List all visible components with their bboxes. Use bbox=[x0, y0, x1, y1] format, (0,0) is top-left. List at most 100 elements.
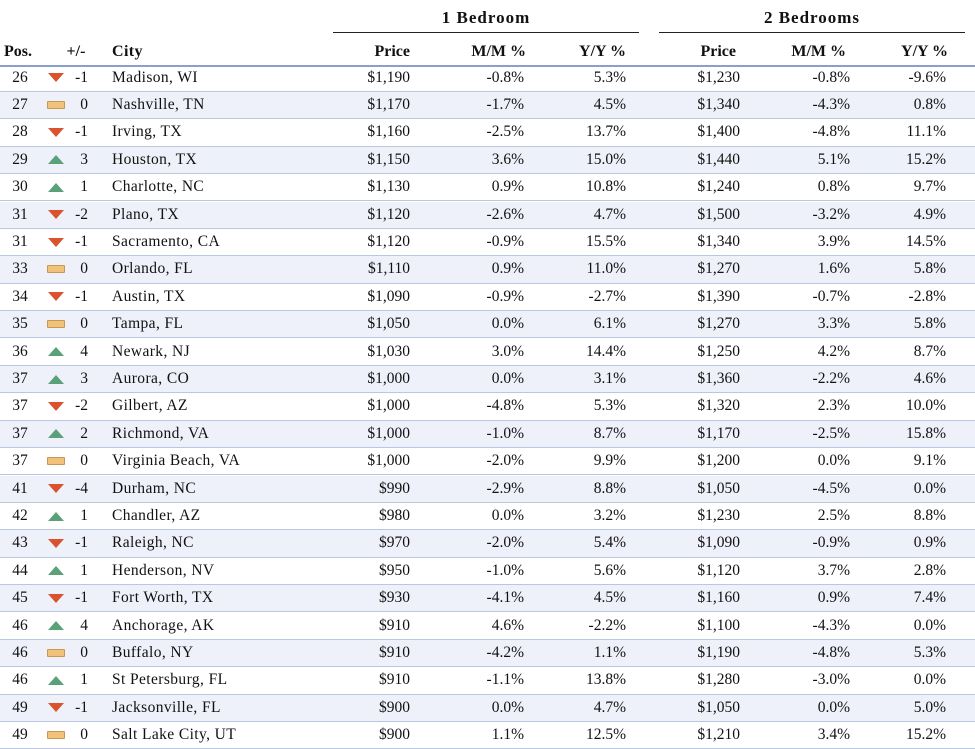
header-change: +/- bbox=[66, 42, 86, 60]
row-price-1br: $1,130 bbox=[367, 178, 410, 196]
row-city: Newark, NJ bbox=[112, 342, 191, 360]
row-mm-1br: -0.9% bbox=[486, 287, 524, 305]
table-row: 37 2 Richmond, VA $1,000 -1.0% 8.7% $1,170 -2.5… bbox=[0, 420, 975, 449]
row-mm-2br: -4.3% bbox=[812, 96, 850, 114]
row-pos: 37 bbox=[12, 370, 28, 388]
trend-down-icon bbox=[48, 237, 64, 247]
row-price-1br: $1,190 bbox=[367, 68, 410, 86]
row-mm-1br: 3.0% bbox=[491, 342, 524, 360]
row-mm-2br: -0.7% bbox=[812, 287, 850, 305]
row-yy-2br: 15.8% bbox=[905, 424, 946, 442]
trend-flat-icon bbox=[44, 256, 68, 282]
row-yy-1br: 12.5% bbox=[585, 726, 626, 744]
table-row: 26 -1 Madison, WI $1,190 -0.8% 5.3% $1,230 -0.8… bbox=[0, 65, 975, 92]
row-yy-1br: 4.5% bbox=[593, 589, 626, 607]
row-yy-1br: 15.5% bbox=[585, 233, 626, 251]
row-price-1br: $910 bbox=[379, 616, 410, 634]
row-change: 0 bbox=[80, 315, 88, 333]
row-mm-1br: 0.0% bbox=[491, 315, 524, 333]
trend-flat-icon bbox=[47, 731, 65, 740]
row-price-2br: $1,320 bbox=[697, 397, 740, 415]
header-mm-2br: M/M % bbox=[791, 42, 846, 60]
row-mm-1br: -2.6% bbox=[486, 205, 524, 223]
row-city: Tampa, FL bbox=[112, 315, 184, 333]
row-price-2br: $1,210 bbox=[697, 726, 740, 744]
trend-up-icon bbox=[48, 347, 64, 357]
trend-flat-icon bbox=[44, 448, 68, 474]
row-price-1br: $1,090 bbox=[367, 287, 410, 305]
row-pos: 49 bbox=[12, 726, 28, 744]
trend-flat-icon bbox=[47, 457, 65, 466]
row-mm-1br: 0.0% bbox=[491, 698, 524, 716]
row-change: 0 bbox=[80, 726, 88, 744]
row-city: Orlando, FL bbox=[112, 260, 194, 278]
row-mm-2br: 5.1% bbox=[817, 150, 850, 168]
row-yy-1br: 5.3% bbox=[593, 397, 626, 415]
row-price-1br: $1,030 bbox=[367, 342, 410, 360]
row-yy-2br: 0.9% bbox=[913, 534, 946, 552]
row-price-2br: $1,270 bbox=[697, 260, 740, 278]
row-change: -1 bbox=[75, 698, 88, 716]
trend-flat-icon bbox=[44, 722, 68, 748]
row-city: Anchorage, AK bbox=[112, 616, 215, 634]
row-change: 0 bbox=[80, 644, 88, 662]
row-pos: 36 bbox=[12, 342, 28, 360]
row-pos: 45 bbox=[12, 589, 28, 607]
trend-flat-icon bbox=[44, 92, 68, 118]
row-price-1br: $1,000 bbox=[367, 370, 410, 388]
row-mm-1br: 1.1% bbox=[491, 726, 524, 744]
row-mm-2br: 0.0% bbox=[817, 452, 850, 470]
row-price-2br: $1,390 bbox=[697, 287, 740, 305]
trend-up-icon bbox=[44, 613, 68, 639]
trend-down-icon bbox=[44, 476, 68, 502]
trend-flat-icon bbox=[47, 649, 65, 658]
row-price-2br: $1,360 bbox=[697, 370, 740, 388]
row-pos: 37 bbox=[12, 424, 28, 442]
header-price-1br: Price bbox=[374, 42, 410, 60]
row-change: -1 bbox=[75, 123, 88, 141]
row-city: Buffalo, NY bbox=[112, 644, 194, 662]
row-mm-1br: 0.9% bbox=[491, 178, 524, 196]
column-header-row: Pos. +/- City Price M/M % Y/Y % Price M/… bbox=[0, 38, 975, 68]
row-pos: 49 bbox=[12, 698, 28, 716]
row-pos: 43 bbox=[12, 534, 28, 552]
row-yy-2br: -2.8% bbox=[908, 287, 946, 305]
row-mm-2br: 2.5% bbox=[817, 507, 850, 525]
trend-down-icon bbox=[48, 73, 64, 83]
row-mm-2br: 0.0% bbox=[817, 698, 850, 716]
table-row: 49 -1 Jacksonville, FL $900 0.0% 4.7% $1,050 0.… bbox=[0, 694, 975, 723]
row-pos: 28 bbox=[12, 123, 28, 141]
row-city: Sacramento, CA bbox=[112, 233, 221, 251]
row-yy-2br: 9.7% bbox=[913, 178, 946, 196]
row-price-1br: $900 bbox=[379, 726, 410, 744]
row-yy-2br: 10.0% bbox=[905, 397, 946, 415]
row-pos: 35 bbox=[12, 315, 28, 333]
row-price-2br: $1,090 bbox=[697, 534, 740, 552]
row-mm-1br: 3.6% bbox=[491, 150, 524, 168]
row-mm-1br: -1.1% bbox=[486, 671, 524, 689]
row-yy-1br: 4.7% bbox=[593, 205, 626, 223]
row-change: -2 bbox=[75, 205, 88, 223]
row-mm-2br: -4.3% bbox=[812, 616, 850, 634]
table-row: 41 -4 Durham, NC $990 -2.9% 8.8% $1,050 -4.5% 0.… bbox=[0, 475, 975, 503]
row-yy-1br: 1.1% bbox=[593, 644, 626, 662]
header-price-2br: Price bbox=[700, 42, 736, 60]
trend-down-icon bbox=[48, 593, 64, 603]
row-price-2br: $1,240 bbox=[697, 178, 740, 196]
trend-down-icon bbox=[48, 292, 64, 302]
row-city: Nashville, TN bbox=[112, 96, 205, 114]
row-price-1br: $950 bbox=[379, 561, 410, 579]
row-price-2br: $1,280 bbox=[697, 671, 740, 689]
row-yy-1br: 4.5% bbox=[593, 96, 626, 114]
row-yy-2br: 5.0% bbox=[913, 698, 946, 716]
row-yy-2br: 8.7% bbox=[913, 342, 946, 360]
trend-flat-icon bbox=[44, 640, 68, 666]
row-yy-2br: 4.9% bbox=[913, 205, 946, 223]
row-price-2br: $1,230 bbox=[697, 507, 740, 525]
row-mm-2br: 3.4% bbox=[817, 726, 850, 744]
table-row: 33 0 Orlando, FL $1,110 0.9% 11.0% $1,270 1.6% 5… bbox=[0, 256, 975, 284]
row-yy-1br: 4.7% bbox=[593, 698, 626, 716]
row-price-1br: $910 bbox=[379, 644, 410, 662]
row-pos: 46 bbox=[12, 671, 28, 689]
